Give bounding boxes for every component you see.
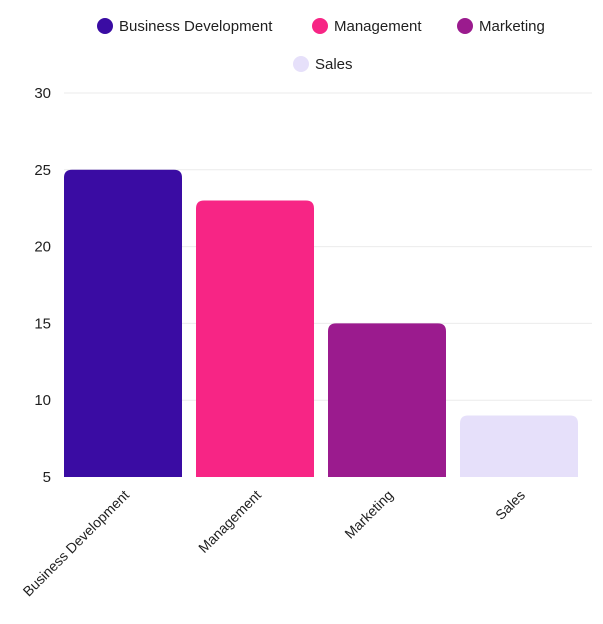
legend-item-management[interactable]: Management <box>312 18 422 35</box>
bars <box>64 169 578 478</box>
legend-item-business-development[interactable]: Business Development <box>97 18 273 35</box>
y-axis: 5 10 15 20 25 30 <box>34 85 51 486</box>
x-tick-label: Management <box>195 487 264 556</box>
legend-swatch <box>97 18 113 34</box>
legend-item-sales[interactable]: Sales <box>293 56 353 73</box>
y-tick-label: 10 <box>34 392 51 409</box>
y-tick-label: 20 <box>34 239 51 256</box>
y-tick-label: 5 <box>43 469 51 486</box>
bar-sales[interactable] <box>460 415 578 477</box>
bar-management[interactable] <box>196 200 314 477</box>
legend: Business Development Management Marketing S… <box>97 18 545 73</box>
bar-business-development[interactable] <box>64 169 182 478</box>
x-tick-label: Marketing <box>341 487 396 542</box>
legend-label: Management <box>334 18 422 35</box>
legend-swatch <box>312 18 328 34</box>
legend-item-marketing[interactable]: Marketing <box>457 18 545 35</box>
y-tick-label: 15 <box>34 315 51 332</box>
x-tick-label: Business Development <box>20 487 133 600</box>
legend-label: Sales <box>315 56 353 73</box>
legend-swatch <box>293 56 309 72</box>
x-tick-label: Sales <box>492 487 528 523</box>
legend-label: Marketing <box>479 18 545 35</box>
legend-label: Business Development <box>119 18 273 35</box>
bar-marketing[interactable] <box>328 323 446 477</box>
legend-swatch <box>457 18 473 34</box>
y-tick-label: 25 <box>34 162 51 179</box>
x-axis: Business Development Management Marketing S… <box>20 487 529 600</box>
y-tick-label: 30 <box>34 85 51 102</box>
